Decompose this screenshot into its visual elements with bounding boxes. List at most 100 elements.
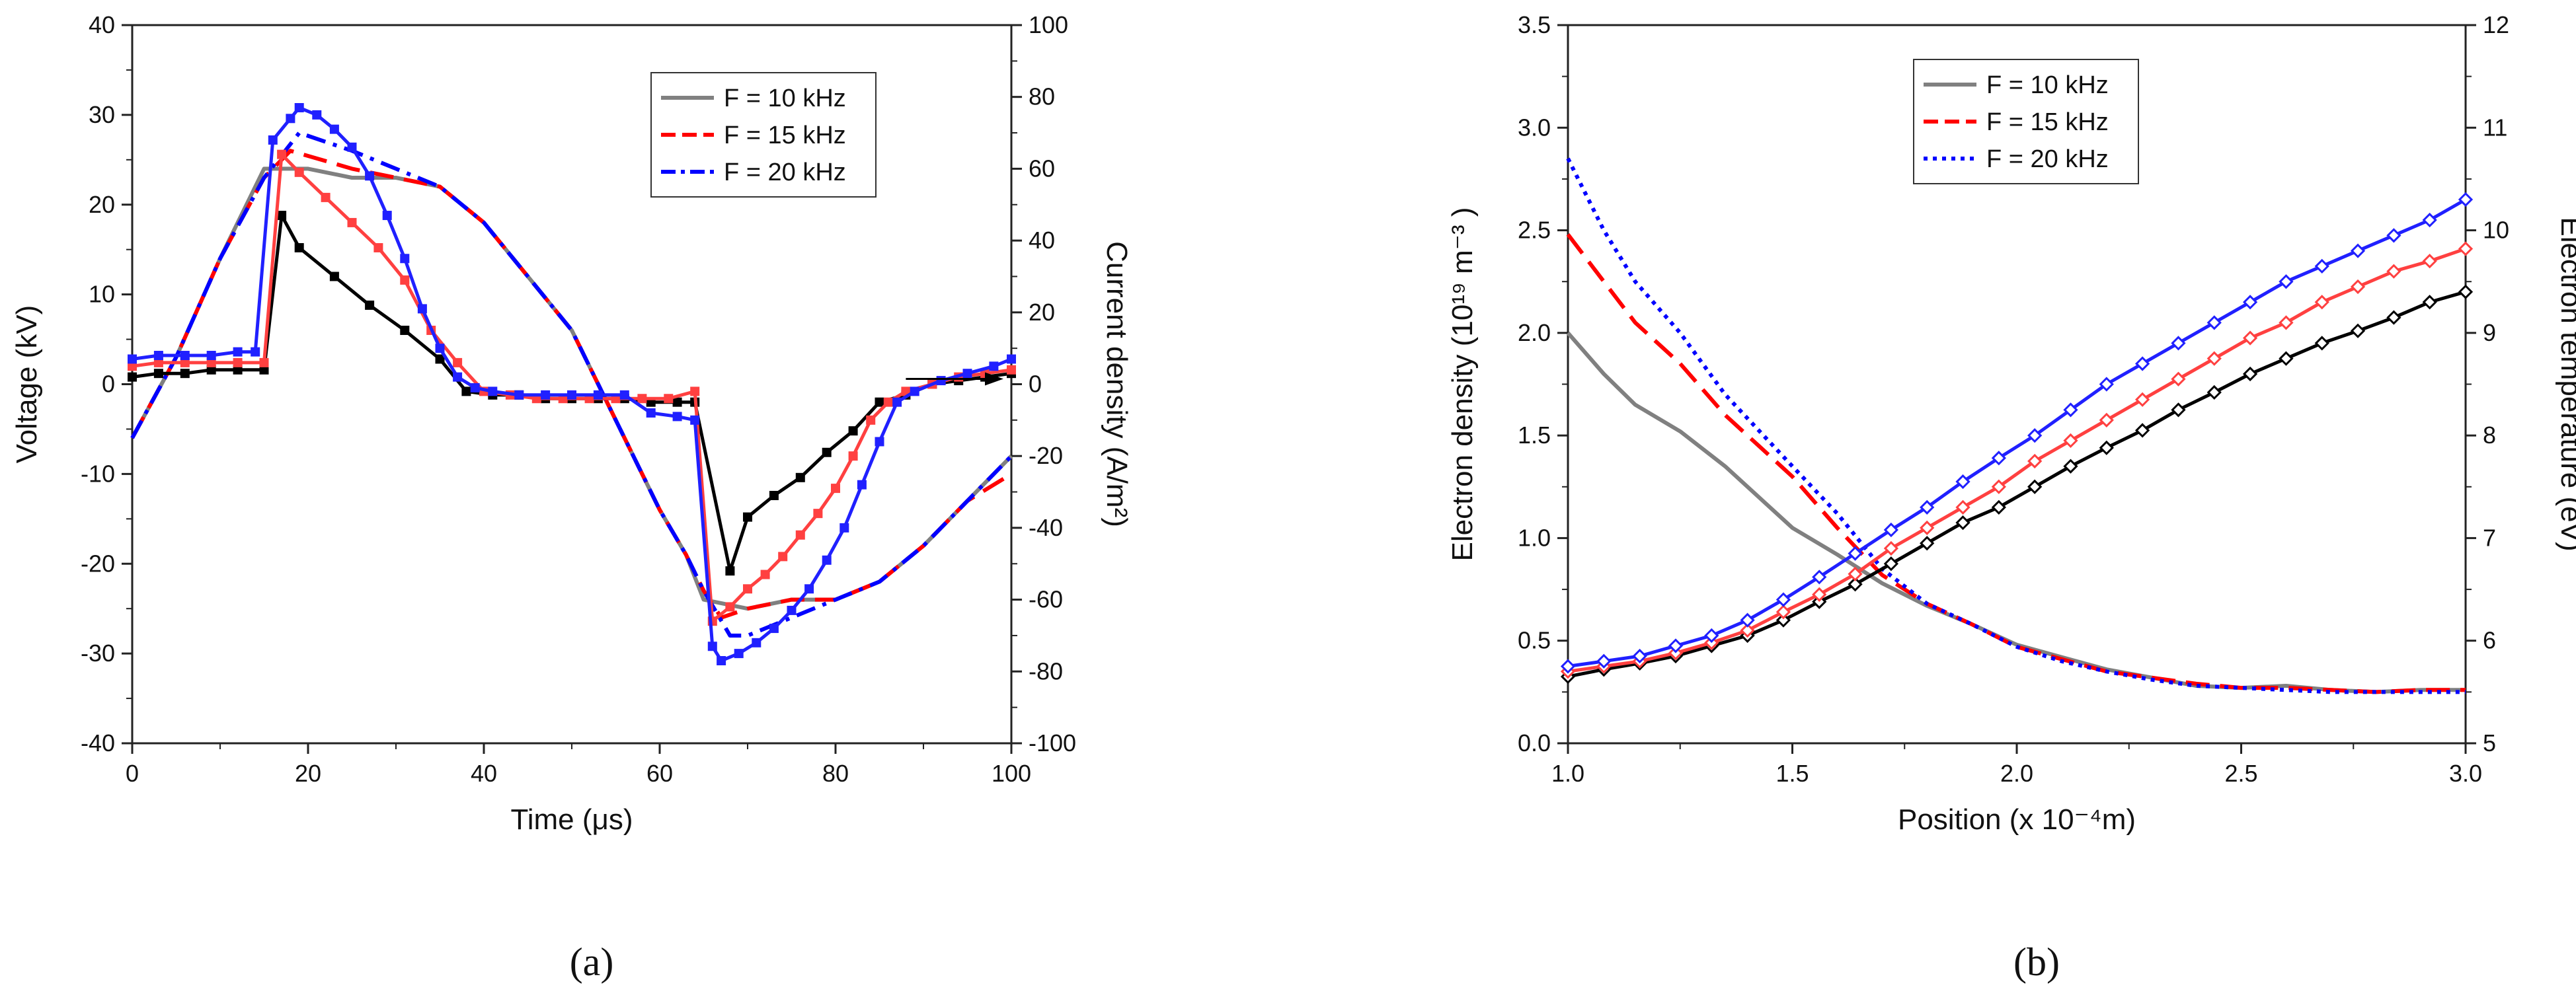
legend-label: F = 15 kHz bbox=[1986, 108, 2109, 136]
series-point-4 bbox=[153, 369, 163, 379]
panel-label: (a) bbox=[570, 940, 614, 984]
series-point-4 bbox=[2099, 440, 2114, 455]
series-point-5 bbox=[2386, 264, 2401, 279]
series-point-6 bbox=[690, 415, 700, 425]
series-point-6 bbox=[1991, 451, 2006, 466]
y-tick-label: -30 bbox=[81, 640, 115, 667]
series-point-5 bbox=[2134, 392, 2150, 407]
y-tick-label: 1.5 bbox=[1518, 422, 1551, 449]
y-right-tick-label: 40 bbox=[1029, 227, 1055, 254]
series-point-5 bbox=[1920, 520, 1935, 536]
series-point-4 bbox=[294, 242, 304, 252]
legend-label: F = 20 kHz bbox=[724, 159, 846, 186]
y-right-tick-label: 6 bbox=[2483, 627, 2496, 654]
series-line-5 bbox=[132, 153, 1012, 623]
series-point-6 bbox=[1812, 570, 1827, 585]
series-point-4 bbox=[2063, 459, 2078, 474]
series-point-6 bbox=[839, 523, 849, 533]
series-point-6 bbox=[329, 124, 339, 134]
series-point-5 bbox=[128, 361, 137, 371]
series-point-4 bbox=[822, 447, 832, 457]
series-point-4 bbox=[769, 490, 779, 500]
series-point-4 bbox=[1776, 612, 1791, 628]
series-point-4 bbox=[1848, 577, 1863, 592]
series-line-2 bbox=[1566, 233, 2466, 694]
series-point-6 bbox=[1920, 499, 1935, 515]
plot-frame bbox=[131, 24, 1013, 745]
series-point-6 bbox=[1007, 354, 1016, 364]
series-point-5 bbox=[2063, 433, 2078, 449]
y-right-tick-label: 12 bbox=[2483, 11, 2509, 38]
series-point-6 bbox=[717, 655, 726, 665]
y-axis-label: Electron density (10¹⁹ m⁻³ ) bbox=[1446, 207, 1479, 562]
series-point-6 bbox=[567, 390, 576, 400]
series-point-6 bbox=[619, 390, 629, 400]
series-point-5 bbox=[831, 484, 840, 494]
series-point-6 bbox=[1883, 522, 1899, 538]
series-point-6 bbox=[1740, 612, 1755, 628]
y-tick-label: 3.0 bbox=[1518, 114, 1551, 141]
series-point-6 bbox=[787, 605, 797, 615]
series-point-6 bbox=[2063, 402, 2078, 418]
series-point-4 bbox=[725, 566, 735, 576]
series-point-6 bbox=[541, 390, 551, 400]
series-point-4 bbox=[2242, 366, 2258, 382]
series-point-5 bbox=[743, 584, 752, 594]
series-point-5 bbox=[233, 357, 243, 367]
y-right-tick-label: -40 bbox=[1029, 514, 1063, 541]
series-point-6 bbox=[347, 142, 357, 152]
x-tick-label: 2.5 bbox=[2224, 760, 2257, 787]
series-point-6 bbox=[1848, 546, 1863, 561]
series-point-6 bbox=[2279, 274, 2294, 289]
series-point-6 bbox=[251, 347, 260, 357]
series-point-5 bbox=[1007, 365, 1016, 375]
series-point-5 bbox=[277, 149, 287, 159]
series-point-4 bbox=[259, 365, 269, 375]
series-point-4 bbox=[743, 512, 752, 522]
series-point-5 bbox=[2279, 315, 2294, 330]
y-tick-label: 1.0 bbox=[1518, 524, 1551, 551]
x-tick-label: 3.0 bbox=[2449, 760, 2482, 787]
series-point-6 bbox=[128, 354, 137, 364]
series-point-4 bbox=[1991, 499, 2006, 515]
y-right-tick-label: 60 bbox=[1029, 155, 1055, 182]
series-point-6 bbox=[488, 387, 498, 396]
series-point-4 bbox=[180, 369, 190, 379]
series-point-6 bbox=[1668, 638, 1684, 653]
y-right-tick-label: -80 bbox=[1029, 657, 1063, 684]
series-point-4 bbox=[672, 397, 682, 407]
series-point-6 bbox=[1704, 628, 1719, 644]
series-point-5 bbox=[1776, 605, 1791, 620]
series-point-5 bbox=[2422, 254, 2437, 269]
series-point-6 bbox=[2422, 212, 2437, 228]
y-tick-label: 30 bbox=[89, 101, 115, 128]
y-tick-label: 3.5 bbox=[1518, 11, 1551, 38]
x-tick-label: 20 bbox=[295, 760, 321, 787]
series-point-6 bbox=[769, 624, 779, 634]
series-point-6 bbox=[470, 383, 480, 392]
arrow-head bbox=[985, 372, 1003, 386]
y-tick-label: -20 bbox=[81, 550, 115, 577]
series-point-4 bbox=[461, 387, 471, 396]
legend-label: F = 20 kHz bbox=[1986, 145, 2109, 173]
y-tick-label: 0.0 bbox=[1518, 729, 1551, 756]
y-right-tick-label: -100 bbox=[1029, 729, 1076, 756]
series-point-5 bbox=[2171, 371, 2186, 387]
x-tick-label: 80 bbox=[822, 760, 849, 787]
series-point-5 bbox=[400, 275, 410, 285]
series-point-4 bbox=[277, 211, 287, 221]
series-point-4 bbox=[2350, 323, 2366, 338]
series-point-6 bbox=[734, 649, 744, 659]
series-point-6 bbox=[2171, 336, 2186, 351]
chart-panel-a: 0 20 40 60 80 100-40-30-20-10010203040-100-80… bbox=[11, 11, 1133, 984]
series-point-4 bbox=[435, 354, 445, 364]
series-point-6 bbox=[453, 372, 463, 382]
series-point-4 bbox=[2314, 336, 2329, 351]
series-point-6 bbox=[268, 135, 278, 145]
legend-label: F = 10 kHz bbox=[1986, 71, 2109, 99]
series-point-6 bbox=[2242, 295, 2258, 310]
series-point-6 bbox=[2099, 377, 2114, 392]
series-point-6 bbox=[1560, 659, 1576, 674]
x-tick-label: 1.0 bbox=[1551, 760, 1584, 787]
